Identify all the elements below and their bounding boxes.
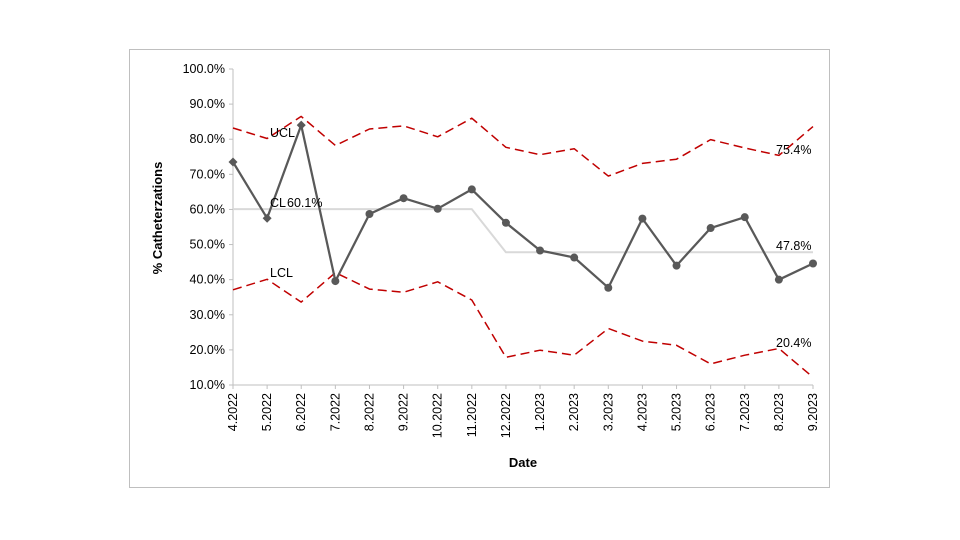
y-tick-label: 60.0%	[190, 202, 225, 216]
data-point-diamond	[296, 120, 306, 130]
data-point-circle	[774, 275, 783, 284]
data-point-circle	[536, 246, 545, 255]
x-axis: 4.2022 5.2022 6.2022 7.2022 8.2022 9.2022 10.2…	[226, 384, 820, 438]
x-tick-label: 8.2023	[772, 393, 786, 431]
control-chart: 100.0% 90.0% 80.0% 70.0% 60.0% 50.0% 40.0% 30.0…	[150, 62, 820, 470]
x-tick-label: 2.2023	[567, 393, 581, 431]
x-tick-label: 9.2022	[397, 393, 411, 431]
data-point-circle	[331, 277, 340, 286]
data-point-circle	[501, 218, 510, 227]
x-tick-label: 12.2022	[499, 393, 513, 438]
x-tick-label: 6.2023	[704, 393, 718, 431]
data-point-circle	[809, 259, 817, 268]
y-tick-label: 100.0%	[183, 62, 225, 76]
y-tick-label: 90.0%	[190, 97, 225, 111]
data-point-circle	[604, 283, 613, 292]
cl-value-last: 47.8%	[776, 239, 811, 253]
y-tick-label: 50.0%	[190, 238, 225, 252]
ucl-value-last: 75.4%	[776, 143, 811, 157]
data-point-circle	[740, 213, 749, 222]
cl-value-first: 60.1%	[287, 196, 322, 210]
chart-frame: 100.0% 90.0% 80.0% 70.0% 60.0% 50.0% 40.0% 30.0…	[129, 49, 830, 488]
data-point-circle	[433, 204, 442, 213]
x-tick-label: 9.2023	[806, 393, 820, 431]
x-tick-label: 11.2022	[465, 393, 479, 437]
data-point-circle	[672, 261, 681, 270]
series-layer	[232, 115, 814, 378]
data-point-circle	[399, 194, 408, 203]
x-tick-label: 7.2023	[738, 393, 752, 431]
y-axis-title: % Catheterzations	[150, 162, 165, 275]
x-tick-label: 8.2022	[362, 393, 376, 431]
data-point-circle	[365, 210, 374, 219]
data-point-circle	[638, 214, 647, 223]
cl-label: CL	[270, 196, 286, 210]
x-tick-label: 7.2022	[328, 393, 342, 431]
lcl-label: LCL	[270, 266, 293, 280]
lcl-line	[232, 271, 814, 378]
ucl-label: UCL	[270, 126, 295, 140]
data-point-circle	[467, 185, 476, 194]
x-tick-label: 4.2022	[226, 393, 240, 431]
x-axis-title: Date	[509, 455, 537, 470]
data-point-diamond	[228, 157, 238, 167]
x-tick-label: 1.2023	[533, 393, 547, 431]
x-tick-label: 6.2022	[294, 393, 308, 431]
data-point-circle	[570, 253, 579, 262]
data-point-circle	[706, 224, 715, 233]
actual-line	[232, 124, 814, 289]
marker-layer	[228, 120, 817, 292]
x-tick-label: 5.2023	[670, 393, 684, 431]
lcl-value-last: 20.4%	[776, 336, 811, 350]
y-tick-label: 10.0%	[190, 378, 225, 392]
y-axis: 100.0% 90.0% 80.0% 70.0% 60.0% 50.0% 40.0% 30.0…	[183, 62, 234, 392]
y-tick-label: 30.0%	[190, 308, 225, 322]
x-tick-label: 3.2023	[601, 393, 615, 431]
y-tick-label: 70.0%	[190, 167, 225, 181]
data-point-diamond	[262, 213, 272, 223]
y-tick-label: 80.0%	[190, 132, 225, 146]
y-tick-label: 20.0%	[190, 343, 225, 357]
x-tick-label: 10.2022	[431, 393, 445, 438]
x-tick-label: 4.2023	[635, 393, 649, 431]
cl-line	[233, 208, 813, 254]
x-tick-label: 5.2022	[260, 393, 274, 431]
y-tick-label: 40.0%	[190, 273, 225, 287]
ucl-line	[232, 115, 814, 177]
